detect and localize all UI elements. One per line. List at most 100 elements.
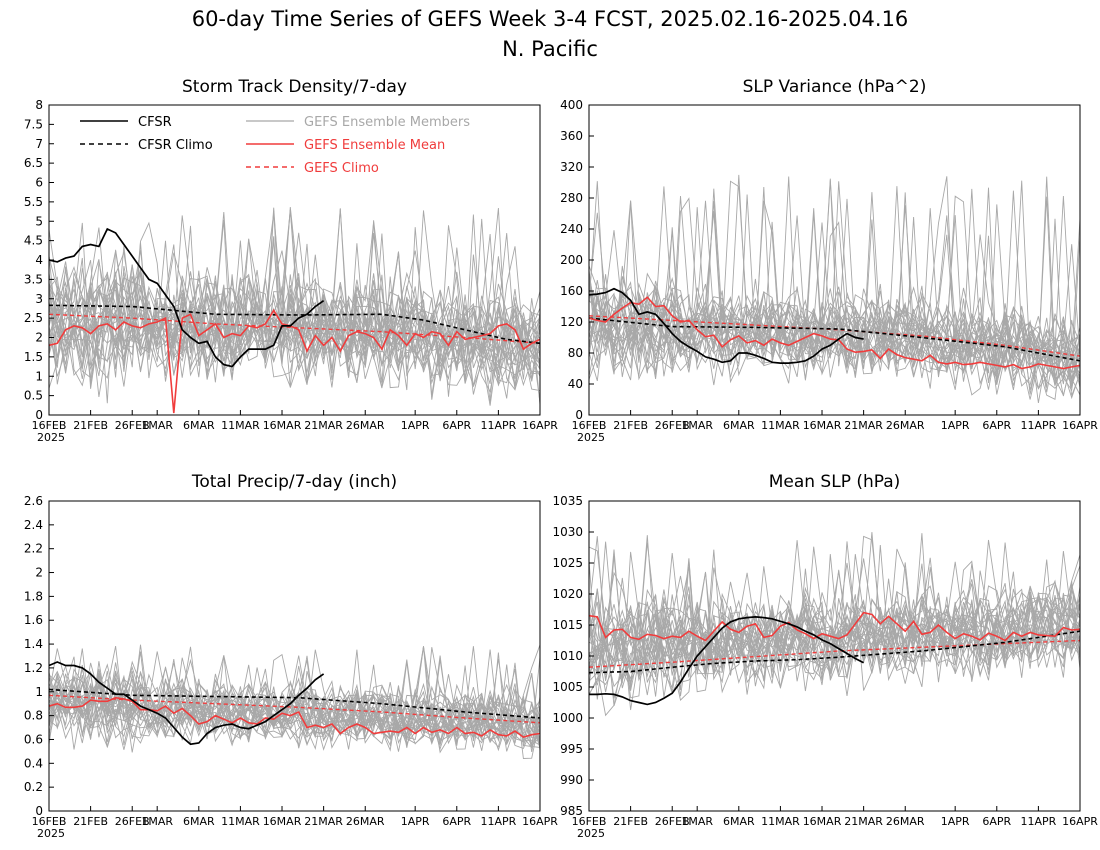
y-tick-label: 0 — [35, 804, 43, 818]
x-tick-label: 11APR — [480, 419, 516, 432]
y-tick-label: 2 — [35, 331, 43, 345]
y-tick-label: 1035 — [552, 494, 583, 508]
y-tick-label: 1.2 — [24, 661, 43, 675]
panel-title: Mean SLP (hPa) — [769, 472, 901, 492]
y-tick-label: 1.5 — [24, 350, 43, 364]
y-tick-label: 4.5 — [24, 234, 43, 248]
y-tick-label: 6 — [35, 176, 43, 190]
series-line-gefs_climo — [49, 313, 540, 344]
y-tick-label: 995 — [560, 742, 583, 756]
ensemble-member-line — [49, 655, 540, 747]
ensemble-member-line — [589, 195, 1080, 391]
y-tick-label: 1005 — [552, 680, 583, 694]
figure-subtitle: N. Pacific — [502, 37, 598, 61]
x-tick-label: 11MAR — [761, 815, 800, 828]
x-tick-label: 21FEB — [613, 815, 648, 828]
series-line-cfsr — [589, 287, 864, 364]
ensemble-member-line — [589, 575, 1080, 699]
x-tick-label: 16APR — [1062, 815, 1098, 828]
x-tick-label: 16MAR — [263, 419, 302, 432]
x-tick-label: 1MAR — [681, 419, 713, 432]
series-line-ens_mean — [49, 308, 540, 414]
x-tick-label: 1APR — [401, 815, 430, 828]
legend-label-cfsr: CFSR — [138, 115, 172, 130]
legend-label-cfsr_climo: CFSR Climo — [138, 138, 213, 153]
x-tick-label: 11MAR — [221, 419, 260, 432]
ensemble-member-line — [49, 648, 540, 745]
y-tick-label: 1015 — [552, 618, 583, 632]
ensemble-member-line — [589, 192, 1080, 392]
x-tick-label: 16FEB — [572, 815, 607, 828]
y-tick-label: 1.6 — [24, 613, 43, 627]
ensemble-member-line — [49, 207, 540, 388]
y-tick-label: 0.5 — [24, 389, 43, 403]
ensemble-member-line — [49, 644, 540, 752]
y-tick-label: 160 — [560, 284, 583, 298]
x-tick-label: 26MAR — [886, 419, 925, 432]
panel-3: Total Precip/7-day (inch)00.20.40.60.811… — [24, 472, 558, 840]
panel-title: Storm Track Density/7-day — [182, 77, 407, 97]
y-tick-label: 2.2 — [24, 542, 43, 556]
x-tick-label: 6APR — [442, 815, 471, 828]
x-tick-label: 26FEB — [115, 419, 150, 432]
y-tick-label: 0.6 — [24, 732, 43, 746]
x-tick-label: 26MAR — [886, 815, 925, 828]
y-tick-label: 1.4 — [24, 637, 43, 651]
x-tick-label: 16FEB — [572, 419, 607, 432]
panel-4: Mean SLP (hPa) 985 990 995 1000 1005 1010 1015 1… — [552, 472, 1098, 840]
series-line-gefs_climo — [49, 694, 540, 724]
series-line-cfsr_climo — [49, 688, 540, 719]
ensemble-member-line — [49, 209, 540, 395]
x-tick-label: 6MAR — [183, 815, 215, 828]
x-tick-label: 6MAR — [723, 815, 755, 828]
ensemble-member-line — [49, 229, 540, 385]
x-tick-label: 26MAR — [346, 419, 385, 432]
y-tick-label: 1020 — [552, 587, 583, 601]
x-tick-label: 6APR — [442, 419, 471, 432]
plot-frame — [48, 500, 541, 812]
y-tick-label: 320 — [560, 160, 583, 174]
x-year-label: 2025 — [37, 431, 65, 444]
x-tick-label: 1APR — [941, 419, 970, 432]
x-tick-label: 16MAR — [803, 815, 842, 828]
series-line-gefs_climo — [589, 639, 1080, 668]
x-tick-label: 16MAR — [803, 419, 842, 432]
y-tick-label: 2.6 — [24, 494, 43, 508]
y-tick-label: 5 — [35, 214, 43, 228]
x-year-label: 2025 — [577, 431, 605, 444]
legend-label-members: GEFS Ensemble Members — [304, 115, 470, 130]
x-tick-label: 16FEB — [32, 815, 67, 828]
y-tick-label: 1010 — [552, 649, 583, 663]
ensemble-member-line — [589, 205, 1080, 403]
plot-area — [49, 644, 540, 759]
y-tick-label: 1.8 — [24, 589, 43, 603]
series-line-ens_mean — [589, 296, 1080, 370]
panel-2: SLP Variance (hPa^2) 0 40 80 120 160 200 240 280… — [560, 77, 1098, 444]
x-tick-label: 11APR — [1020, 419, 1056, 432]
y-tick-label: 1030 — [552, 525, 583, 539]
ensemble-member-line — [589, 186, 1080, 382]
x-tick-label: 16FEB — [32, 419, 67, 432]
x-tick-label: 21MAR — [844, 419, 883, 432]
y-tick-label: 0.8 — [24, 709, 43, 723]
x-tick-label: 21MAR — [304, 419, 343, 432]
y-tick-label: 1000 — [552, 711, 583, 725]
y-tick-label: 1 — [35, 369, 43, 383]
x-tick-label: 21MAR — [844, 815, 883, 828]
y-tick-label: 0 — [575, 408, 583, 422]
y-tick-label: 360 — [560, 129, 583, 143]
y-tick-label: 120 — [560, 315, 583, 329]
y-tick-label: 0.4 — [24, 756, 43, 770]
figure-title: 60-day Time Series of GEFS Week 3-4 FCST… — [192, 7, 909, 31]
x-tick-label: 16APR — [522, 419, 558, 432]
y-tick-label: 0.2 — [24, 780, 43, 794]
y-tick-label: 990 — [560, 773, 583, 787]
x-tick-label: 26FEB — [115, 815, 150, 828]
y-tick-label: 200 — [560, 253, 583, 267]
ensemble-member-line — [589, 180, 1080, 386]
x-tick-label: 21FEB — [73, 419, 108, 432]
y-tick-label: 2.4 — [24, 518, 43, 532]
ensemble-member-line — [49, 210, 540, 392]
x-tick-label: 1APR — [941, 815, 970, 828]
